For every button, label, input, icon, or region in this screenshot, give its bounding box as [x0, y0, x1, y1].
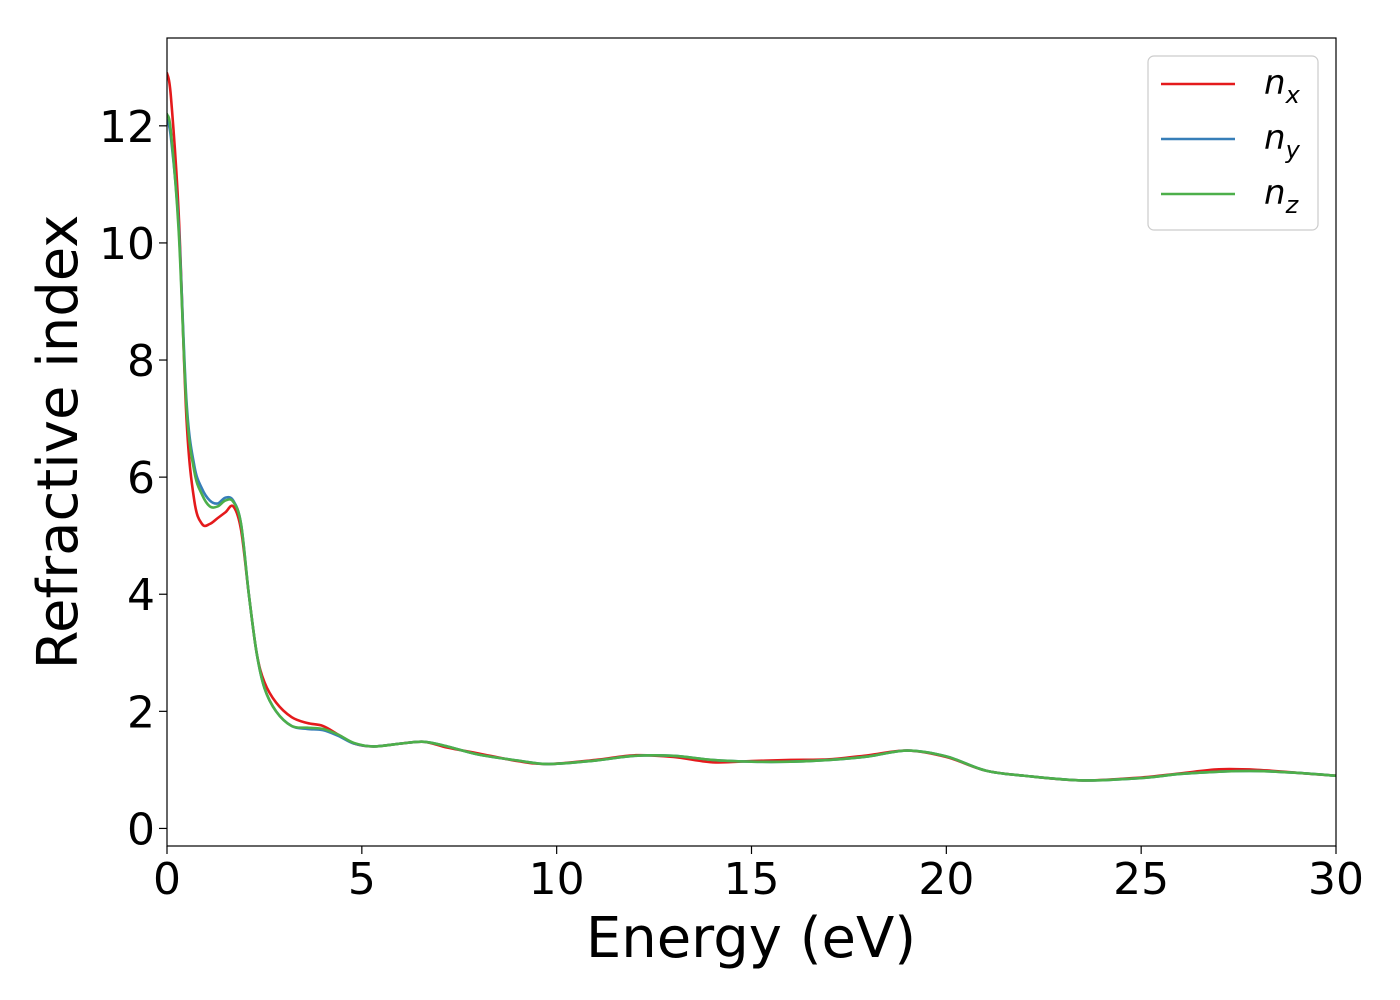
x-tick-label: 25 [1113, 854, 1169, 905]
x-axis-label: Energy (eV) [586, 906, 916, 971]
y-tick-label: 2 [127, 687, 155, 738]
y-axis-label: Refractive index [26, 215, 91, 670]
legend: nx ny nz [1147, 55, 1319, 231]
y-tick-label: 6 [127, 453, 155, 504]
y-axis: 0 2 4 6 8 10 12 [99, 102, 167, 855]
y-tick-label: 4 [127, 570, 155, 621]
x-tick-label: 5 [348, 854, 376, 905]
legend-frame [1147, 55, 1319, 231]
x-tick-label: 15 [724, 854, 780, 905]
series-layer [167, 71, 1336, 782]
legend-label-x: nx [1264, 63, 1301, 109]
y-tick-label: 8 [127, 336, 155, 387]
y-tick-label: 12 [99, 102, 155, 153]
series-line-z [167, 112, 1336, 782]
x-tick-label: 20 [918, 854, 974, 905]
y-tick-label: 10 [99, 219, 155, 270]
legend-label-z: nz [1264, 173, 1300, 219]
x-tick-label: 0 [153, 854, 181, 905]
x-axis: 0 5 10 15 20 25 30 [153, 846, 1364, 905]
x-tick-label: 10 [529, 854, 585, 905]
y-tick-label: 0 [127, 804, 155, 855]
legend-label-y: ny [1264, 118, 1301, 164]
x-tick-label: 30 [1308, 854, 1364, 905]
